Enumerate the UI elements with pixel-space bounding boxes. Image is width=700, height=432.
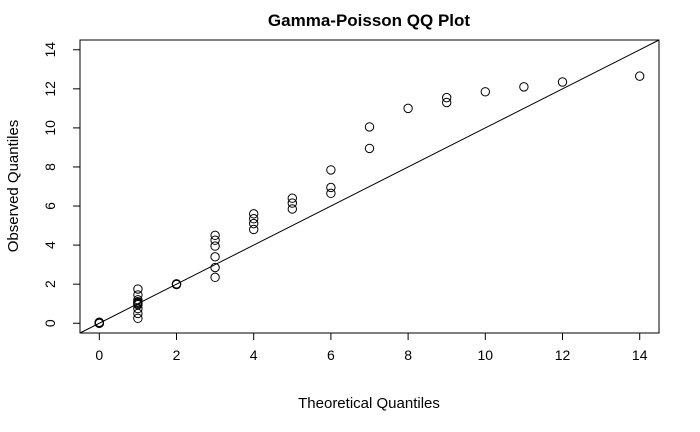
data-point (403, 103, 413, 114)
data-point (249, 214, 259, 224)
x-tick-label: 10 (478, 347, 494, 363)
y-tick-label: 4 (42, 241, 58, 249)
data-point (364, 143, 375, 154)
y-tick-label: 10 (42, 120, 58, 136)
chart-title: Gamma-Poisson QQ Plot (268, 11, 470, 30)
y-tick-label: 14 (42, 42, 58, 58)
data-point (557, 77, 568, 87)
data-point (210, 241, 220, 251)
data-point (364, 122, 375, 132)
data-point (210, 235, 220, 245)
y-tick-label: 8 (42, 163, 58, 171)
data-point (635, 71, 645, 81)
x-tick-label: 12 (555, 347, 571, 363)
x-tick-label: 0 (95, 347, 103, 363)
data-point (210, 272, 220, 283)
data-point (326, 188, 336, 199)
data-point (442, 92, 452, 103)
x-tick-label: 6 (327, 347, 335, 363)
data-point (287, 204, 297, 214)
data-point (519, 82, 529, 92)
y-axis: 0 2 4 6 8 10 12 14 (42, 42, 81, 327)
data-point (133, 284, 143, 294)
x-axis: 0 2 4 6 8 10 12 14 (95, 332, 648, 363)
data-point (171, 279, 182, 289)
y-tick-label: 0 (42, 319, 58, 327)
data-point (326, 182, 336, 193)
reference-line-layer (79, 39, 660, 334)
data-point (326, 165, 336, 175)
y-tick-label: 6 (42, 202, 58, 210)
data-point (94, 317, 105, 327)
data-point (133, 295, 143, 305)
data-point (210, 252, 220, 262)
y-tick-label: 2 (42, 280, 58, 288)
data-point (480, 87, 490, 97)
y-tick-label: 12 (42, 81, 58, 97)
reference-line (79, 39, 660, 334)
data-point (133, 290, 143, 300)
x-tick-label: 14 (632, 347, 648, 363)
data-point (249, 224, 259, 235)
data-point (210, 230, 220, 241)
x-tick-label: 4 (250, 347, 258, 363)
data-point (210, 262, 220, 273)
x-tick-label: 8 (404, 347, 412, 363)
data-point (249, 209, 259, 219)
data-point (133, 313, 143, 324)
data-point (133, 308, 143, 319)
x-tick-label: 2 (173, 347, 181, 363)
y-axis-label: Observed Quantiles (5, 120, 22, 253)
data-point (287, 193, 297, 203)
x-axis-label: Theoretical Quantiles (298, 395, 440, 412)
data-point (249, 218, 259, 229)
data-point (442, 97, 452, 108)
data-point (287, 198, 297, 208)
points-layer (94, 71, 645, 328)
